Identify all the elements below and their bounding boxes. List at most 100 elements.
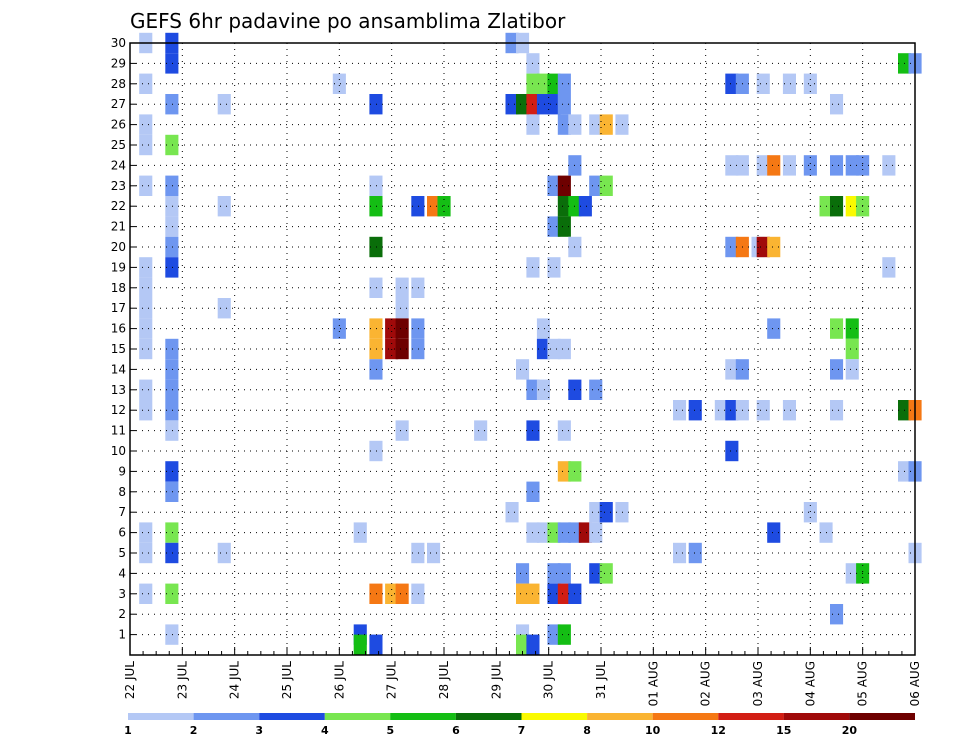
precip-cell — [139, 522, 153, 543]
y-tick-label: 19 — [111, 260, 126, 274]
precip-cell — [547, 563, 561, 584]
precip-cell — [557, 73, 571, 94]
precip-cell — [756, 236, 770, 258]
colorbar-segment — [849, 713, 915, 720]
precip-cell — [437, 196, 451, 217]
precip-cell — [767, 236, 781, 258]
colorbar-segment — [718, 713, 784, 720]
y-tick-label: 11 — [111, 424, 126, 438]
y-tick-label: 12 — [111, 403, 126, 417]
cells-layer — [139, 32, 922, 655]
precip-cell — [845, 338, 859, 360]
colorbar-label: 3 — [255, 724, 263, 737]
colorbar-label: 12 — [711, 724, 726, 737]
precip-cell — [411, 196, 425, 217]
precip-cell — [782, 155, 796, 176]
precip-cell — [557, 420, 571, 441]
precip-cell — [332, 73, 346, 94]
y-tick-label: 27 — [111, 97, 126, 111]
y-axis: 1234567891011121314151617181920212223242… — [111, 36, 136, 642]
precip-cell — [369, 359, 383, 380]
precip-cell — [599, 175, 613, 196]
precip-cell — [547, 216, 561, 237]
y-tick-label: 14 — [111, 362, 126, 376]
precip-cell — [557, 563, 571, 584]
y-tick-label: 15 — [111, 342, 126, 356]
y-tick-label: 30 — [111, 36, 126, 50]
precip-cell — [803, 502, 817, 523]
x-axis: 22 JUL 23 JUL 24 JUL 25 JUL 26 JUL 27 JUL 28 J… — [123, 647, 922, 706]
precip-cell — [830, 94, 844, 115]
colorbar-label: 8 — [583, 724, 591, 737]
y-tick-label: 21 — [111, 220, 126, 234]
y-tick-label: 26 — [111, 118, 126, 132]
precip-cell — [217, 196, 231, 217]
precip-cell — [139, 338, 153, 360]
colorbar-label: 1 — [124, 724, 132, 737]
precip-cell — [411, 318, 425, 339]
precip-cell — [369, 338, 383, 360]
precip-cell — [782, 400, 796, 421]
precip-cell — [578, 522, 592, 543]
precip-cell — [353, 634, 367, 655]
precip-cell — [385, 318, 399, 339]
precip-cell — [725, 400, 739, 421]
precip-cell — [673, 542, 687, 564]
colorbar-segment — [652, 713, 719, 720]
precip-cell — [688, 400, 702, 421]
colorbar-label: 4 — [321, 724, 329, 737]
precip-cell — [505, 502, 519, 523]
colorbar-segment — [324, 713, 391, 720]
precip-cell — [599, 502, 613, 523]
y-tick-label: 13 — [111, 383, 126, 397]
precip-cell — [395, 298, 409, 319]
precip-cell — [767, 522, 781, 543]
precip-cell — [830, 155, 844, 176]
precip-cell — [557, 583, 571, 604]
precip-cell — [217, 94, 231, 115]
precip-cell — [725, 73, 739, 94]
precip-cell — [557, 196, 571, 217]
precip-cell — [615, 502, 629, 523]
precip-cell — [557, 522, 571, 543]
precip-cell — [165, 53, 179, 74]
x-tick-label: 31 JUL — [594, 661, 608, 699]
colorbar-label: 10 — [645, 724, 661, 737]
colorbar-label: 5 — [386, 724, 394, 737]
precip-cell — [767, 318, 781, 339]
colorbar-label: 2 — [190, 724, 198, 737]
precip-cell — [353, 522, 367, 543]
y-tick-label: 7 — [118, 505, 126, 519]
precip-cell — [830, 604, 844, 625]
colorbar-segment — [390, 713, 456, 720]
precip-cell — [557, 624, 571, 645]
precip-cell — [139, 134, 153, 156]
precip-cell — [547, 522, 561, 543]
precip-cell — [589, 114, 603, 135]
precip-cell — [756, 400, 770, 421]
precip-cell — [557, 114, 571, 135]
precip-cell — [725, 155, 739, 176]
precip-cell — [165, 624, 179, 645]
precip-cell — [547, 583, 561, 604]
precip-cell — [845, 155, 859, 176]
precip-cell — [139, 175, 153, 196]
precip-cell — [165, 257, 179, 278]
precip-cell — [165, 400, 179, 421]
y-tick-label: 16 — [111, 322, 126, 336]
precip-cell — [369, 318, 383, 339]
y-tick-label: 1 — [118, 628, 126, 642]
precip-cell — [505, 94, 519, 115]
precip-cell — [165, 94, 179, 115]
x-tick-label: 28 JUL — [437, 661, 451, 699]
precip-cell — [756, 73, 770, 94]
precip-cell — [165, 196, 179, 217]
precip-cell — [725, 359, 739, 380]
precip-cell — [589, 175, 603, 196]
precip-cell — [474, 420, 488, 441]
colorbar-segment — [521, 713, 588, 720]
precip-cell — [830, 196, 844, 217]
y-tick-label: 2 — [118, 607, 126, 621]
precip-cell — [139, 277, 153, 298]
